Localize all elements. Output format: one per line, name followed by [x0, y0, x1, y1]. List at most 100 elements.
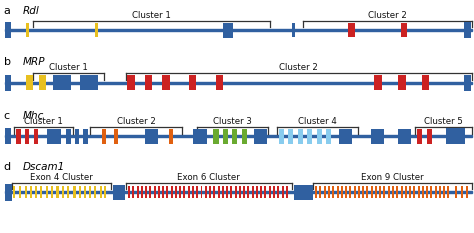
Bar	[16, 129, 21, 144]
Bar	[5, 75, 11, 91]
Bar	[288, 129, 293, 144]
Bar	[62, 186, 64, 198]
Bar	[413, 186, 415, 198]
Bar	[345, 186, 347, 198]
Bar	[35, 186, 37, 198]
Bar	[239, 186, 241, 198]
Bar	[254, 129, 267, 144]
Bar	[371, 186, 373, 198]
Bar	[269, 186, 271, 198]
Bar	[5, 128, 11, 144]
Bar	[422, 75, 429, 90]
Bar	[383, 186, 385, 198]
Text: Cluster 1: Cluster 1	[132, 11, 171, 20]
Bar	[114, 129, 118, 144]
Bar	[427, 129, 432, 144]
Bar	[189, 75, 196, 90]
Bar	[67, 186, 69, 198]
Bar	[175, 186, 177, 198]
Bar	[102, 129, 106, 144]
Bar	[264, 186, 266, 198]
Bar	[13, 186, 16, 198]
Bar	[388, 186, 390, 198]
Bar	[286, 186, 288, 198]
Text: b: b	[4, 57, 11, 67]
Bar	[430, 186, 432, 198]
Bar	[222, 186, 224, 198]
Text: Cluster 1: Cluster 1	[49, 63, 88, 72]
Bar	[332, 186, 334, 198]
Bar	[141, 186, 143, 198]
Bar	[349, 186, 351, 198]
Bar	[396, 186, 398, 198]
Bar	[341, 186, 343, 198]
Bar	[158, 186, 160, 198]
Bar	[292, 23, 295, 37]
Bar	[5, 22, 11, 38]
Bar	[439, 186, 441, 198]
Bar	[362, 186, 364, 198]
Bar	[282, 186, 283, 198]
Bar	[230, 186, 232, 198]
Bar	[73, 186, 76, 198]
Bar	[89, 186, 91, 198]
Bar	[232, 129, 237, 144]
Bar	[100, 186, 102, 198]
Bar	[5, 82, 472, 84]
Bar	[461, 186, 463, 198]
Bar	[279, 129, 284, 144]
Text: Exon 9 Cluster: Exon 9 Cluster	[361, 173, 424, 182]
Bar	[226, 186, 228, 198]
Bar	[104, 186, 107, 198]
Bar	[218, 186, 219, 198]
Bar	[319, 186, 321, 198]
Bar	[51, 186, 54, 198]
Bar	[196, 186, 198, 198]
Bar	[260, 186, 262, 198]
Bar	[358, 186, 360, 198]
Text: Mhc: Mhc	[23, 111, 44, 121]
Bar	[166, 186, 168, 198]
Bar	[95, 23, 98, 37]
Bar	[401, 23, 407, 37]
Bar	[171, 186, 173, 198]
Bar	[145, 75, 152, 90]
Bar	[348, 23, 355, 37]
Bar	[188, 186, 190, 198]
Bar	[339, 129, 352, 144]
Bar	[418, 186, 419, 198]
Bar	[422, 186, 424, 198]
Bar	[179, 186, 181, 198]
Bar	[392, 186, 394, 198]
Text: Exon 6 Cluster: Exon 6 Cluster	[177, 173, 240, 182]
Bar	[223, 129, 228, 144]
Text: c: c	[4, 111, 10, 121]
Bar	[209, 186, 211, 198]
Bar	[464, 75, 471, 91]
Bar	[145, 129, 158, 144]
Bar	[273, 186, 275, 198]
Text: Cluster 2: Cluster 2	[117, 117, 156, 126]
Bar	[326, 129, 331, 144]
Bar	[447, 186, 449, 198]
Text: MRP: MRP	[23, 57, 45, 67]
Bar	[79, 186, 81, 198]
Bar	[56, 186, 59, 198]
Text: Cluster 3: Cluster 3	[213, 117, 252, 126]
Bar	[201, 186, 202, 198]
Bar	[39, 75, 46, 90]
Bar	[26, 23, 29, 37]
Bar	[25, 186, 27, 198]
Bar	[315, 186, 317, 198]
Bar	[34, 129, 38, 144]
Bar	[324, 186, 326, 198]
Bar	[443, 186, 445, 198]
Bar	[40, 186, 43, 198]
Bar	[30, 186, 32, 198]
Text: Cluster 4: Cluster 4	[298, 117, 337, 126]
Bar	[193, 129, 207, 144]
Bar	[375, 186, 377, 198]
Bar	[26, 75, 33, 90]
Bar	[5, 184, 12, 201]
Bar	[205, 186, 207, 198]
